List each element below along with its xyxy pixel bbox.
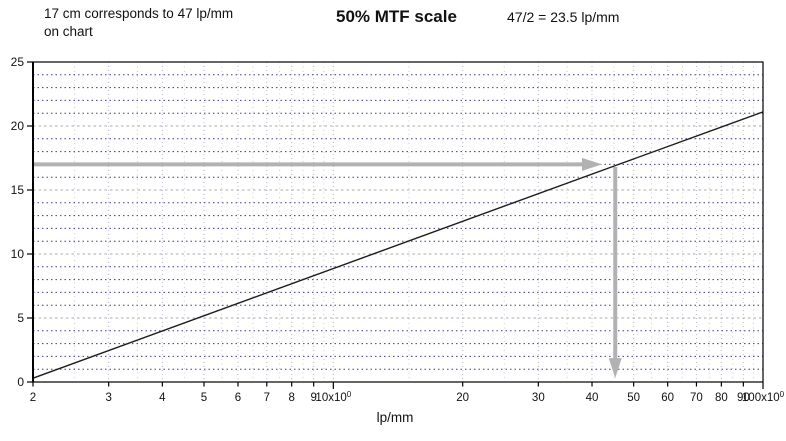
- x-tick-label: 9: [310, 392, 316, 404]
- annotation-note-line2: on chart: [44, 24, 93, 39]
- x-tick-label: 90: [737, 392, 750, 404]
- x-tick-label: 40: [586, 392, 599, 404]
- x-tick-label: 2: [30, 392, 36, 404]
- x-tick-label: 70: [690, 392, 703, 404]
- axis-ticks: [27, 61, 764, 389]
- x-tick-label: 6: [235, 392, 241, 404]
- x-tick-label: 30: [532, 392, 545, 404]
- x-tick-label-superscript: 0: [347, 390, 352, 399]
- x-tick-label: 3: [105, 392, 111, 404]
- x-tick-label: 4: [159, 392, 166, 404]
- series-lines: [32, 111, 764, 379]
- x-tick-label: 50: [627, 392, 640, 404]
- y-tick-label: 15: [11, 183, 25, 197]
- y-tick-label: 20: [11, 119, 25, 133]
- annotation-note-line1: 17 cm corresponds to 47 lp/mm: [44, 6, 234, 21]
- x-tick-label-superscript: 0: [780, 390, 785, 399]
- y-tick-label: 25: [11, 55, 25, 69]
- x-tick-label: 20: [456, 392, 469, 404]
- series-line: [32, 111, 764, 379]
- vertical-arrow-head: [608, 358, 622, 379]
- x-tick-label: 10x100: [315, 390, 351, 404]
- plot-border: [32, 61, 764, 383]
- annotation-note: 17 cm corresponds to 47 lp/mm on chart: [44, 5, 233, 41]
- annotation-calculation: 47/2 = 23.5 lp/mm: [507, 9, 620, 25]
- x-axis-label: lp/mm: [377, 410, 414, 425]
- annotation-arrows: [33, 157, 622, 379]
- y-tick-label: 5: [17, 311, 24, 325]
- chart-title: 50% MTF scale: [336, 7, 457, 26]
- y-tick-label: 10: [11, 247, 25, 261]
- horizontal-arrow-head: [582, 157, 603, 171]
- plot-frame: [32, 61, 764, 383]
- x-tick-label: 100x100: [742, 390, 785, 404]
- x-tick-label: 60: [661, 392, 674, 404]
- gridlines: [33, 62, 763, 382]
- x-tick-label: 7: [264, 392, 270, 404]
- x-tick-label: 80: [715, 392, 728, 404]
- x-tick-label: 8: [288, 392, 294, 404]
- y-tick-label: 0: [17, 375, 24, 389]
- x-tick-label: 5: [201, 392, 207, 404]
